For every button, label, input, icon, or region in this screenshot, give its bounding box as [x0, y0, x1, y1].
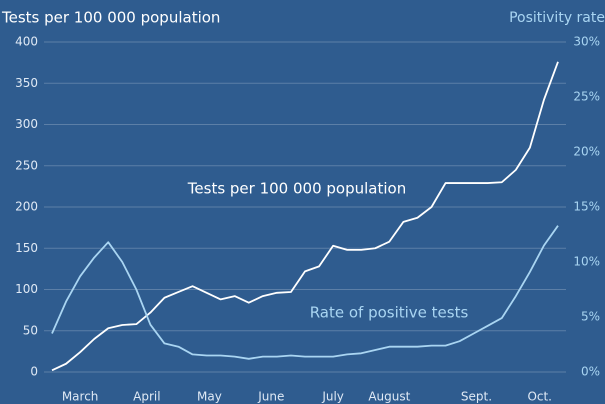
y2-tick-label: 15% — [573, 200, 600, 214]
annotation: Tests per 100 000 population — [187, 180, 406, 198]
y-axis-title: Tests per 100 000 population — [1, 9, 220, 27]
y-tick-label: 400 — [15, 35, 38, 49]
y-tick-label: 100 — [15, 282, 38, 296]
x-tick-label: April — [133, 390, 160, 404]
y2-tick-label: 0% — [581, 365, 600, 379]
y-tick-label: 300 — [15, 117, 38, 131]
y2-axis-title: Positivity rate — [509, 10, 605, 26]
y-tick-label: 150 — [15, 241, 38, 255]
y-tick-label: 350 — [15, 76, 38, 90]
x-tick-label: June — [257, 390, 284, 404]
y-tick-label: 50 — [23, 323, 38, 337]
x-tick-label: Sept. — [461, 390, 492, 404]
y2-tick-label: 5% — [581, 310, 600, 324]
x-tick-label: August — [368, 390, 410, 404]
y2-tick-label: 10% — [573, 255, 600, 269]
y2-tick-label: 25% — [573, 90, 600, 104]
series-line — [51, 61, 559, 372]
y-tick-label: 200 — [15, 200, 38, 214]
x-tick-label: Oct. — [527, 390, 552, 404]
y2-tick-label: 20% — [573, 145, 600, 159]
y2-tick-label: 30% — [573, 35, 600, 49]
annotation: Rate of positive tests — [310, 304, 469, 322]
y-tick-label: 0 — [30, 365, 38, 379]
x-tick-label: July — [321, 390, 344, 404]
y-tick-label: 250 — [15, 158, 38, 172]
series-line — [51, 225, 559, 360]
x-tick-label: May — [197, 390, 222, 404]
x-tick-label: March — [62, 390, 99, 404]
